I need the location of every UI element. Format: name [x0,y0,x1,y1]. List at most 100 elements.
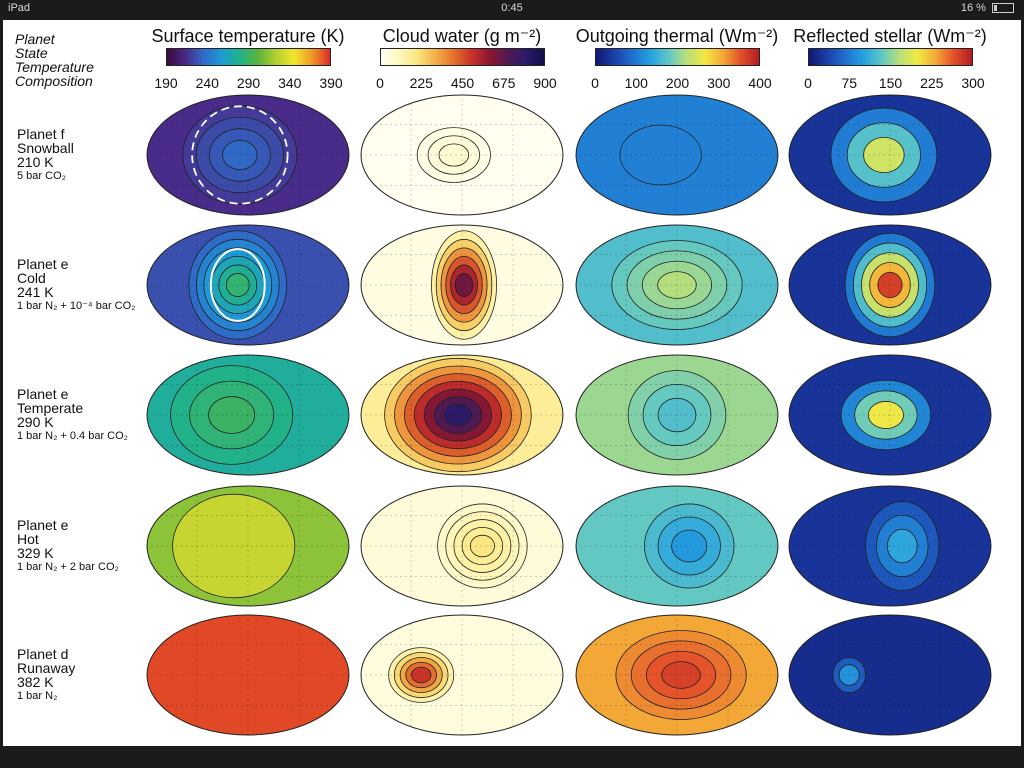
colorbar [808,48,973,66]
map-outline [788,354,992,476]
colorbar-ticks: 0 100 200 300 400 [575,75,779,91]
colorbar-ticks: 190 240 290 340 390 [146,75,350,91]
tick-label: 0 [376,75,384,91]
header-state: State [15,45,48,61]
colorbar-ticks: 0 225 450 675 900 [360,75,564,91]
tick-label: 900 [533,75,557,91]
tick-label: 290 [236,75,261,91]
tick-label: 675 [492,75,516,91]
row-temperature: 329 K [17,545,54,561]
contour-band [661,661,701,689]
column-title: Cloud water (g m⁻²) [382,26,542,46]
map-panel [360,485,564,607]
map-panel [788,94,992,216]
tick-label: 300 [707,75,731,91]
map-panel [146,614,350,736]
contour-band [208,396,256,434]
map-panel [360,354,564,476]
map-panel [146,354,350,476]
map-panel [788,224,992,346]
map-outline [146,354,350,476]
map-outline [360,94,564,216]
row-temperature: 382 K [17,674,54,690]
map-panel [575,614,779,736]
tick-label: 0 [804,75,812,91]
map-panel [146,94,350,216]
row-composition: 1 bar N₂ + 10⁻⁴ bar CO₂ [17,300,136,312]
contour-band [469,534,495,558]
contour-band [867,401,904,429]
dashed-ice-contour [191,105,289,205]
row-planet: Planet f [17,126,65,142]
map-panel [788,354,992,476]
contour-band [657,271,697,299]
row-temperature: 290 K [17,414,54,430]
header-temperature: Temperature [15,59,94,75]
map-outline [360,614,564,736]
map-outline [360,354,564,476]
contour-band [225,273,250,297]
contour-band [411,666,432,684]
map-panel [360,224,564,346]
map-panel [575,94,779,216]
battery-percent: 16 % [960,2,986,14]
row-composition: 1 bar N₂ + 0.4 bar CO₂ [17,430,128,442]
map-outline [146,224,350,346]
tick-label: 225 [409,75,433,91]
colorbar [380,48,545,66]
row-state: Cold [17,270,46,286]
contour-band [443,403,473,427]
row-composition: 5 bar CO₂ [17,170,66,182]
contour-band [619,124,702,186]
tick-label: 225 [920,75,944,91]
tick-label: 200 [665,75,690,91]
map-outline [575,614,779,736]
figure-page: Planet State Temperature Composition Sur… [3,20,1021,746]
row-temperature: 210 K [17,154,54,170]
map-outline [146,94,350,216]
tick-label: 75 [841,75,858,91]
tick-label: 450 [450,75,475,91]
map-outline [788,224,992,346]
map-outline [575,485,779,607]
header-composition: Composition [15,73,93,89]
row-state: Runaway [17,660,76,676]
row-planet: Planet d [17,646,69,662]
row-state: Hot [17,531,39,547]
contour-band [222,140,258,170]
clock: 0:45 [501,2,523,14]
map-outline [788,94,992,216]
tick-label: 240 [195,75,219,91]
header-planet: Planet [15,31,55,47]
tick-label: 190 [154,75,178,91]
device-label: iPad [8,2,31,14]
map-outline [146,485,350,607]
map-outline [788,614,992,736]
colorbar-ticks: 0 75 150 225 300 [788,75,992,91]
map-outline [575,94,779,216]
tick-label: 340 [278,75,302,91]
column-title: Outgoing thermal (Wm⁻²) [575,26,779,46]
contour-band [438,143,470,167]
map-panel [575,485,779,607]
battery-indicator: 16 % [961,2,1014,14]
contour-band [657,397,697,433]
row-composition: 1 bar N₂ + 2 bar CO₂ [17,561,119,573]
contour-band [877,271,903,299]
row-temperature: 241 K [17,284,54,300]
battery-fill [994,5,997,12]
row-composition: 1 bar N₂ [17,690,58,702]
map-background [789,615,991,735]
contour-band [454,273,474,297]
tick-label: 0 [591,75,599,91]
map-panel [146,485,350,607]
column-title: Reflected stellar (Wm⁻²) [793,26,987,46]
map-panel [575,354,779,476]
battery-icon [992,3,1014,14]
row-planet: Planet e [17,256,69,272]
tick-label: 300 [961,75,985,91]
map-panel [360,614,564,736]
